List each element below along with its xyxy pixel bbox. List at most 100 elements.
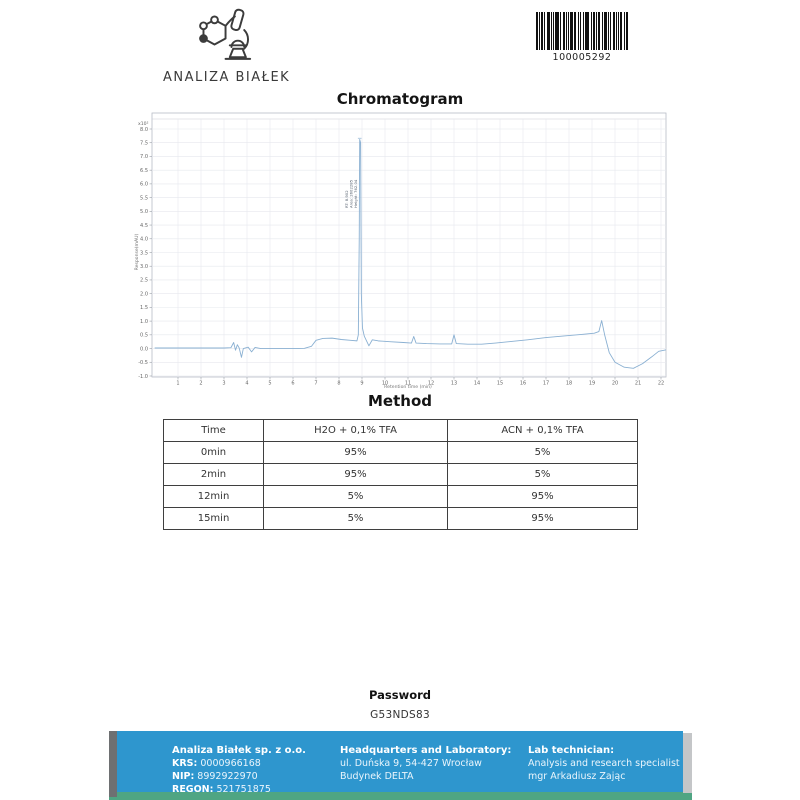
x-tick-label: 18 [566,381,572,387]
barcode-number: 100005292 [552,52,612,63]
method-cell: 95% [263,441,448,464]
y-tick-label: -0.5 [138,360,148,366]
chromatogram-title: Chromatogram [336,90,464,108]
barcode-bar [539,12,540,50]
barcode-bar [574,12,576,50]
krs-label: KRS: [172,758,198,769]
footer-technician-info: Lab technician: Analysis and research sp… [528,744,680,783]
nip-label: NIP: [172,771,195,782]
footer-regon: REGON: 521751875 [172,783,306,796]
peak-annotation: Height: 762.04 [353,179,358,208]
y-tick-label: 2.5 [140,278,148,284]
password-value: G53NDS83 [370,709,430,721]
x-tick-label: 21 [635,381,641,387]
y-tick-label: 7.0 [140,154,148,160]
method-cell: 5% [447,463,638,486]
chromatogram-chart: 8.0 7.5 7.0 6.5 6.0 5.5 5.0 4.5 4.0 3.5 3.0 2.5 2.0 1… [134,112,667,390]
method-column-header: Time [163,419,264,442]
x-tick-label: 17 [543,381,549,387]
barcode-bar [555,12,559,50]
barcode-bar [536,12,538,50]
method-table-row: 2min 95% 5% [163,463,638,486]
x-tick-label: 15 [497,381,503,387]
barcode-bar [551,12,552,50]
y-tick-label: 1.0 [140,319,148,325]
x-tick-label: 8 [337,381,340,387]
barcode-bar [624,12,625,50]
barcode-bar [541,12,543,50]
method-table-row: 15min 5% 95% [163,507,638,530]
barcode-bar [578,12,579,50]
barcode-bar [585,12,589,50]
y-tick-label: 8.0 [140,127,148,133]
method-cell: 5% [263,507,448,530]
barcode-bar [608,12,609,50]
y-tick-label: 5.5 [140,195,148,201]
barcode-bar [580,12,581,50]
chromatogram-trace [154,138,667,369]
footer-address-line2: Budynek DELTA [340,771,414,782]
x-tick-label: 7 [314,381,317,387]
x-tick-label: 1 [176,381,179,387]
method-table-header-row: Time H2O + 0,1% TFA ACN + 0,1% TFA [163,419,638,442]
footer: Analiza Białek sp. z o.o. KRS: 000096616… [117,731,683,795]
method-cell: 2min [163,463,264,486]
x-tick-label: 9 [360,381,363,387]
x-tick-label: 19 [589,381,595,387]
nip-value: 8992922970 [197,771,258,782]
krs-value: 0000966168 [200,758,261,769]
y-tick-label: 3.0 [140,264,148,270]
barcode-bar [568,12,569,50]
x-tick-label: 14 [474,381,480,387]
method-column-header: ACN + 0,1% TFA [447,419,638,442]
barcode-bar [570,12,573,50]
barcode-image [536,12,628,50]
password-block: Password G53NDS83 [0,688,800,721]
method-table: Time H2O + 0,1% TFA ACN + 0,1% TFA 0min 95%… [163,419,638,530]
y-tick-label: 5.0 [140,209,148,215]
barcode-bar [598,12,600,50]
x-tick-label: 11 [405,381,411,387]
method-column-header: H2O + 0,1% TFA [263,419,448,442]
barcode-bar [616,12,617,50]
barcode-bar [618,12,619,50]
method-table-row: 12min 5% 95% [163,485,638,508]
footer-company-info: Analiza Białek sp. z o.o. KRS: 000096616… [172,744,306,796]
y-tick-label: -1.0 [138,374,148,380]
x-axis-label: Retention time (min) [384,384,432,390]
barcode-bar [626,12,628,50]
y-tick-label: 4.0 [140,237,148,243]
barcode-bar [593,12,595,50]
logo-text: ANALIZA BIAŁEK [163,70,291,85]
footer-headquarters-title: Headquarters and Laboratory: [340,745,512,756]
peak-annotation: Area: 2602285 [349,179,354,208]
footer-address-line1: ul. Duńska 9, 54-427 Wrocław [340,758,482,769]
y-tick-label: 3.5 [140,250,148,256]
x-tick-label: 20 [612,381,618,387]
chemistry-microscope-icon [199,8,252,60]
x-tick-label: 4 [245,381,248,387]
y-tick-label: 4.5 [140,223,148,229]
y-tick-label: 6.5 [140,168,148,174]
footer-krs: KRS: 0000966168 [172,757,306,770]
peak-annotation: RT: 8.902 [344,190,349,208]
footer-technician-line2: mgr Arkadiusz Zając [528,771,626,782]
plot-frame [151,112,667,378]
barcode-bar [560,12,561,50]
method-cell: 5% [447,441,638,464]
barcode-bar [591,12,592,50]
x-tick-label: 22 [658,381,664,387]
x-tick-label: 12 [428,381,434,387]
barcode-bar [602,12,603,50]
regon-value: 521751875 [216,784,271,795]
barcode-bar [620,12,622,50]
method-title: Method [368,392,432,410]
y-tick-label: 1.5 [140,305,148,311]
x-tick-label: 10 [382,381,388,387]
y-tick-label: 0.0 [140,346,148,352]
x-tick-label: 3 [222,381,225,387]
method-cell: 95% [263,463,448,486]
x-tick-label: 2 [199,381,202,387]
x-tick-label: 16 [520,381,526,387]
